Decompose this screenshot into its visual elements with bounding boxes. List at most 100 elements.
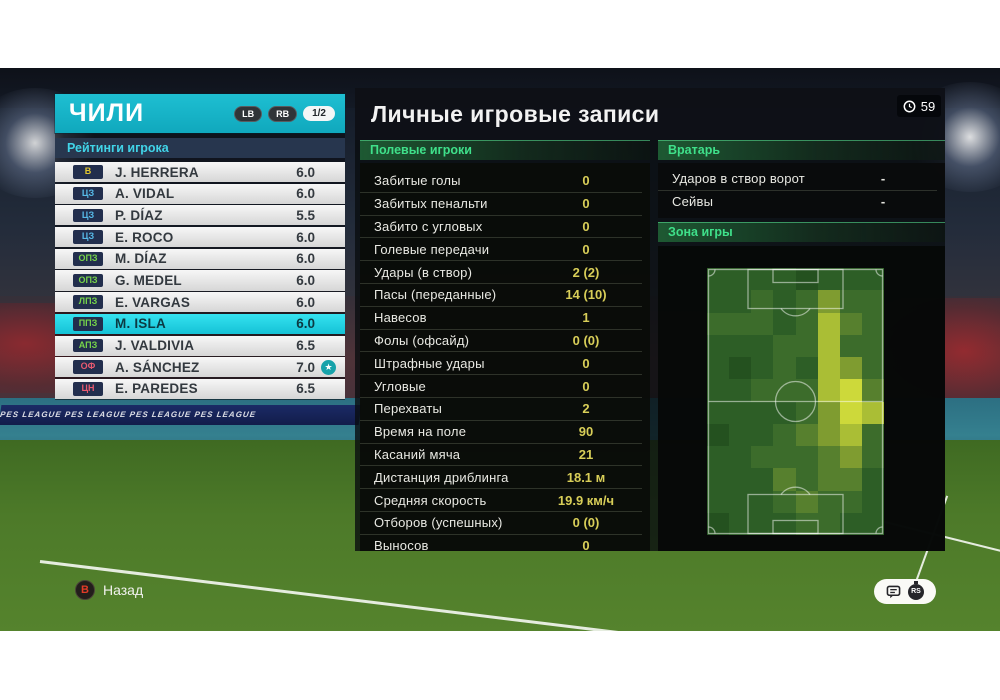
- player-row[interactable]: ППЗ M. ISLA 6.0: [55, 313, 345, 334]
- stat-value: 2 (2): [572, 264, 600, 280]
- stat-value: 0: [582, 355, 590, 371]
- pitch-lines-overlay: [707, 268, 884, 535]
- heatmap-cell: [795, 379, 818, 402]
- stat-row: Выносов 0: [360, 535, 642, 557]
- heatmap-cell: [751, 401, 774, 424]
- heatmap-cell: [773, 512, 796, 535]
- heatmap-cell: [751, 312, 774, 335]
- heatmap-cell: [707, 334, 730, 357]
- heatmap-cell: [773, 357, 796, 380]
- position-badge: ОПЗ: [73, 252, 103, 266]
- heatmap-cell: [729, 290, 752, 313]
- heatmap-cell: [817, 401, 840, 424]
- stat-value: 0: [582, 378, 590, 394]
- position-badge: ОПЗ: [73, 273, 103, 288]
- player-row[interactable]: ОПЗ M. DÍAZ 6.0: [55, 248, 345, 269]
- player-rating: 7.0: [296, 359, 315, 375]
- stat-value: 0 (0): [572, 332, 600, 348]
- stat-label: Отборов (успешных): [374, 515, 503, 531]
- stat-row: Время на поле 90: [360, 421, 642, 444]
- stat-row: Дистанция дриблинга 18.1 м: [360, 466, 642, 490]
- stat-label: Дистанция дриблинга: [374, 469, 509, 485]
- heatmap-cell: [795, 357, 818, 380]
- heatmap-cell: [773, 423, 796, 446]
- player-rating: 6.0: [296, 251, 315, 267]
- heatmap-cell: [839, 357, 862, 380]
- stat-row: Пасы (переданные) 14 (10): [360, 284, 642, 307]
- stat-label: Сейвы: [672, 194, 714, 210]
- match-clock: 59: [897, 95, 941, 117]
- heatmap-cell: [839, 379, 862, 402]
- heatmap-cell: [729, 312, 752, 335]
- stat-label: Удары (в створ): [374, 264, 473, 280]
- lb-button-icon[interactable]: LB: [234, 105, 263, 122]
- rb-button-icon[interactable]: RB: [268, 105, 298, 122]
- player-row[interactable]: ОФ A. SÁNCHEZ 7.0 ★: [55, 357, 345, 378]
- heatmap-cell: [707, 379, 730, 402]
- shortcut-pill[interactable]: RS: [874, 579, 936, 604]
- player-rating: 6.0: [296, 164, 315, 180]
- stat-row: Сейвы -: [658, 191, 937, 213]
- team-header: ЧИЛИ LB RB 1/2: [55, 94, 345, 133]
- heatmap-cell: [817, 490, 840, 513]
- heatmap-cell: [861, 490, 884, 513]
- heatmap-cell: [839, 446, 862, 469]
- stat-label: Время на поле: [374, 424, 467, 440]
- heatmap-cell: [729, 512, 752, 535]
- chat-icon[interactable]: [886, 585, 901, 599]
- field-players-header: Полевые игроки: [360, 140, 650, 160]
- back-hint[interactable]: B Назад: [75, 580, 143, 600]
- stat-value: 2: [582, 401, 590, 417]
- stat-label: Угловые: [374, 378, 426, 394]
- player-row[interactable]: ЦЗ E. ROCO 6.0: [55, 227, 345, 248]
- heatmap-cell: [839, 423, 862, 446]
- position-badge: ЦН: [73, 382, 103, 396]
- heatmap-cell: [839, 312, 862, 335]
- stat-label: Навесов: [374, 310, 427, 326]
- stat-value: 18.1 м: [566, 469, 606, 485]
- stat-row: Ударов в створ ворот -: [658, 168, 937, 191]
- player-name: J. VALDIVIA: [115, 338, 195, 354]
- zone-header: Зона игры: [658, 222, 945, 242]
- stat-label: Голевые передачи: [374, 241, 490, 257]
- heatmap-cell: [795, 334, 818, 357]
- player-row[interactable]: ЦЗ A. VIDAL 6.0: [55, 183, 345, 204]
- b-button-icon[interactable]: B: [75, 580, 95, 600]
- player-row[interactable]: ЦН E. PAREDES 6.5: [55, 378, 345, 399]
- right-stick-icon[interactable]: RS: [908, 580, 924, 600]
- heatmap-cell: [707, 512, 730, 535]
- player-row[interactable]: ЛПЗ E. VARGAS 6.0: [55, 292, 345, 313]
- player-row[interactable]: ОПЗ G. MEDEL 6.0: [55, 270, 345, 291]
- heatmap-cell: [751, 446, 774, 469]
- heatmap-cell: [751, 423, 774, 446]
- heatmap-cell: [773, 268, 796, 291]
- stat-value: 0: [582, 196, 590, 212]
- heatmap-cell: [817, 379, 840, 402]
- field-player-stats-panel: Забитые голы 0 Забитых пенальти 0 Забито с у…: [360, 163, 650, 553]
- heatmap-cell: [707, 423, 730, 446]
- player-row[interactable]: В J. HERRERA 6.0: [55, 162, 345, 183]
- stat-value: 0: [582, 218, 590, 234]
- player-name: M. DÍAZ: [115, 251, 167, 267]
- player-rating: 6.0: [296, 316, 315, 332]
- heatmap-cell: [729, 357, 752, 380]
- heatmap-cell: [861, 423, 884, 446]
- heatmap-cell: [839, 268, 862, 291]
- stat-label: Забито с угловых: [374, 218, 483, 234]
- heatmap-cell: [861, 379, 884, 402]
- player-row[interactable]: ЦЗ P. DÍAZ 5.5: [55, 205, 345, 226]
- position-badge: ЛПЗ: [73, 295, 103, 309]
- heatmap-cell: [751, 290, 774, 313]
- stat-label: Выносов: [374, 538, 429, 554]
- heatmap-cell: [795, 401, 818, 424]
- heatmap-cell: [729, 379, 752, 402]
- player-row[interactable]: АПЗ J. VALDIVIA 6.5: [55, 335, 345, 356]
- heatmap-cell: [839, 468, 862, 491]
- stat-row: Забитые голы 0: [360, 170, 642, 193]
- player-rating: 6.0: [296, 229, 315, 245]
- heatmap-cell: [729, 468, 752, 491]
- heatmap-cell: [773, 379, 796, 402]
- stat-row: Фолы (офсайд) 0 (0): [360, 330, 642, 353]
- stat-value: -: [880, 194, 886, 210]
- player-name: E. VARGAS: [115, 294, 191, 310]
